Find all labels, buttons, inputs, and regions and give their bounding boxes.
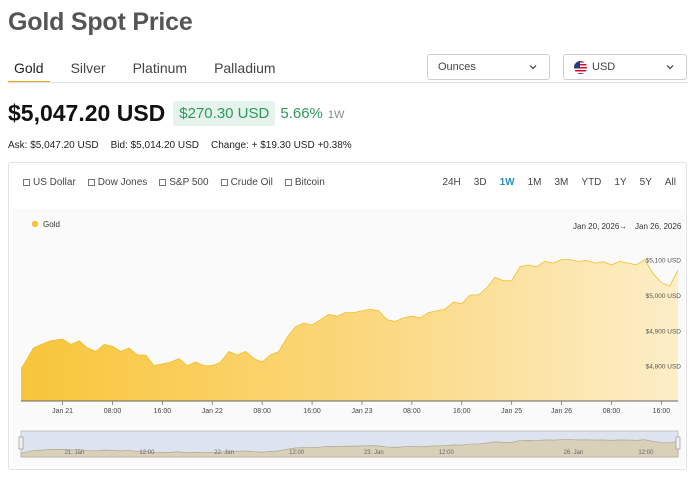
range-ytd[interactable]: YTD — [581, 177, 602, 188]
gold-price-area[interactable] — [21, 259, 678, 401]
price-chart-svg[interactable]: Gold Jan 20, 2026 → Jan 26, 2026 $4,800 … — [13, 209, 685, 467]
compare-sp500[interactable]: S&P 500 — [159, 177, 209, 188]
currency-select-value: USD — [592, 61, 616, 73]
x-tick-label: 08:00 — [403, 408, 421, 415]
x-tick-label: Jan 25 — [501, 408, 522, 415]
compare-crude-oil[interactable]: Crude Oil — [220, 177, 273, 188]
metal-tabs: Gold Silver Platinum Palladium — [8, 56, 297, 83]
navigator-tick-label: 12:00 — [289, 450, 305, 456]
bid-price: Bid: $5,014.20 USD — [110, 140, 199, 151]
x-tick-label: 16:00 — [453, 408, 471, 415]
chevron-down-icon — [666, 65, 674, 70]
x-tick-label: Jan 23 — [351, 408, 372, 415]
price-change-percent: 5.66% — [280, 105, 323, 122]
page-title: Gold Spot Price — [8, 8, 193, 36]
range-5y[interactable]: 5Y — [639, 177, 652, 188]
legend-gold-marker — [31, 220, 39, 228]
compare-options: US Dollar Dow Jones S&P 500 Crude Oil Bi… — [23, 177, 337, 188]
navigator-tick-label: 23. Jan — [364, 450, 384, 456]
checkbox[interactable] — [23, 179, 30, 186]
quote-details: Ask: $5,047.20 USD Bid: $5,014.20 USD Ch… — [8, 140, 364, 151]
ask-price: Ask: $5,047.20 USD — [8, 140, 99, 151]
range-all[interactable]: All — [664, 177, 676, 188]
daily-change: Change: + $19.30 USD +0.38% — [211, 140, 352, 151]
price-chart[interactable]: Gold Jan 20, 2026 → Jan 26, 2026 $4,800 … — [13, 209, 685, 467]
navigator-series — [20, 439, 679, 458]
navigator-tick-label: 12:00 — [139, 450, 155, 456]
tab-gold[interactable]: Gold — [8, 56, 50, 83]
us-flag-icon — [574, 60, 587, 74]
range-1w[interactable]: 1W — [499, 177, 515, 188]
checkbox[interactable] — [220, 179, 228, 186]
tab-palladium[interactable]: Palladium — [214, 60, 276, 76]
compare-label: Bitcoin — [294, 177, 325, 188]
units-select-value: Ounces — [438, 61, 476, 73]
navigator-tick-label: 22. Jan — [214, 450, 234, 456]
spot-price: $5,047.20 USD — [8, 100, 166, 126]
x-tick-label: 08:00 — [253, 408, 271, 415]
tabs-divider — [8, 82, 688, 83]
legend-gold-label[interactable]: Gold — [43, 220, 60, 229]
compare-bitcoin[interactable]: Bitcoin — [284, 177, 325, 188]
y-tick-label: $5,000 USD — [646, 293, 682, 300]
price-summary: $5,047.20 USD $270.30 USD 5.66% 1W — [8, 100, 344, 127]
x-tick-label: 16:00 — [303, 408, 321, 415]
range-1m[interactable]: 1M — [527, 177, 542, 188]
navigator-tick-label: 12:00 — [638, 450, 654, 456]
tab-platinum[interactable]: Platinum — [132, 60, 188, 76]
y-tick-label: $5,100 USD — [646, 258, 682, 265]
compare-label: US Dollar — [33, 177, 76, 188]
price-change-badge: $270.30 USD — [173, 101, 276, 126]
y-tick-label: $4,900 USD — [646, 328, 682, 335]
compare-us-dollar[interactable]: US Dollar — [23, 177, 76, 188]
chart-card: US Dollar Dow Jones S&P 500 Crude Oil Bi… — [8, 162, 687, 470]
currency-select[interactable]: USD — [563, 54, 687, 80]
checkbox[interactable] — [87, 179, 95, 186]
chevron-down-icon — [529, 65, 537, 70]
gold-price-line[interactable] — [20, 259, 679, 370]
compare-label: S&P 500 — [169, 177, 209, 188]
compare-dow-jones[interactable]: Dow Jones — [87, 177, 148, 188]
navigator-handle-right[interactable] — [675, 436, 681, 450]
units-select[interactable]: Ounces — [427, 54, 550, 80]
x-tick-label: Jan 26 — [551, 408, 572, 415]
x-tick-label: 08:00 — [603, 408, 621, 415]
compare-label: Dow Jones — [97, 177, 148, 188]
price-period: 1W — [327, 109, 345, 121]
time-range-selector: 24H 3D 1W 1M 3M YTD 1Y 5Y All — [429, 177, 676, 188]
x-tick-label: Jan 22 — [202, 408, 223, 415]
navigator-tick-label: 26. Jan — [564, 450, 584, 456]
compare-label: Crude Oil — [230, 177, 273, 188]
tab-silver[interactable]: Silver — [70, 60, 106, 76]
checkbox[interactable] — [284, 179, 292, 186]
checkbox[interactable] — [159, 179, 167, 186]
navigator-tick-label: 12:00 — [439, 450, 455, 456]
navigator-tick-label: 21. Jan — [65, 450, 85, 456]
x-tick-label: 08:00 — [104, 408, 122, 415]
range-3m[interactable]: 3M — [554, 177, 569, 188]
range-24h[interactable]: 24H — [442, 177, 461, 188]
x-tick-label: Jan 21 — [52, 408, 73, 415]
date-range-to: Jan 26, 2026 — [635, 222, 682, 231]
y-tick-label: $4,800 USD — [646, 364, 682, 371]
navigator-handle-left[interactable] — [18, 436, 24, 450]
date-range-arrow: → — [619, 222, 627, 231]
range-3d[interactable]: 3D — [473, 177, 487, 188]
date-range-from: Jan 20, 2026 — [573, 222, 620, 231]
x-tick-label: 16:00 — [653, 408, 671, 415]
range-1y[interactable]: 1Y — [614, 177, 627, 188]
x-tick-label: 16:00 — [154, 408, 172, 415]
